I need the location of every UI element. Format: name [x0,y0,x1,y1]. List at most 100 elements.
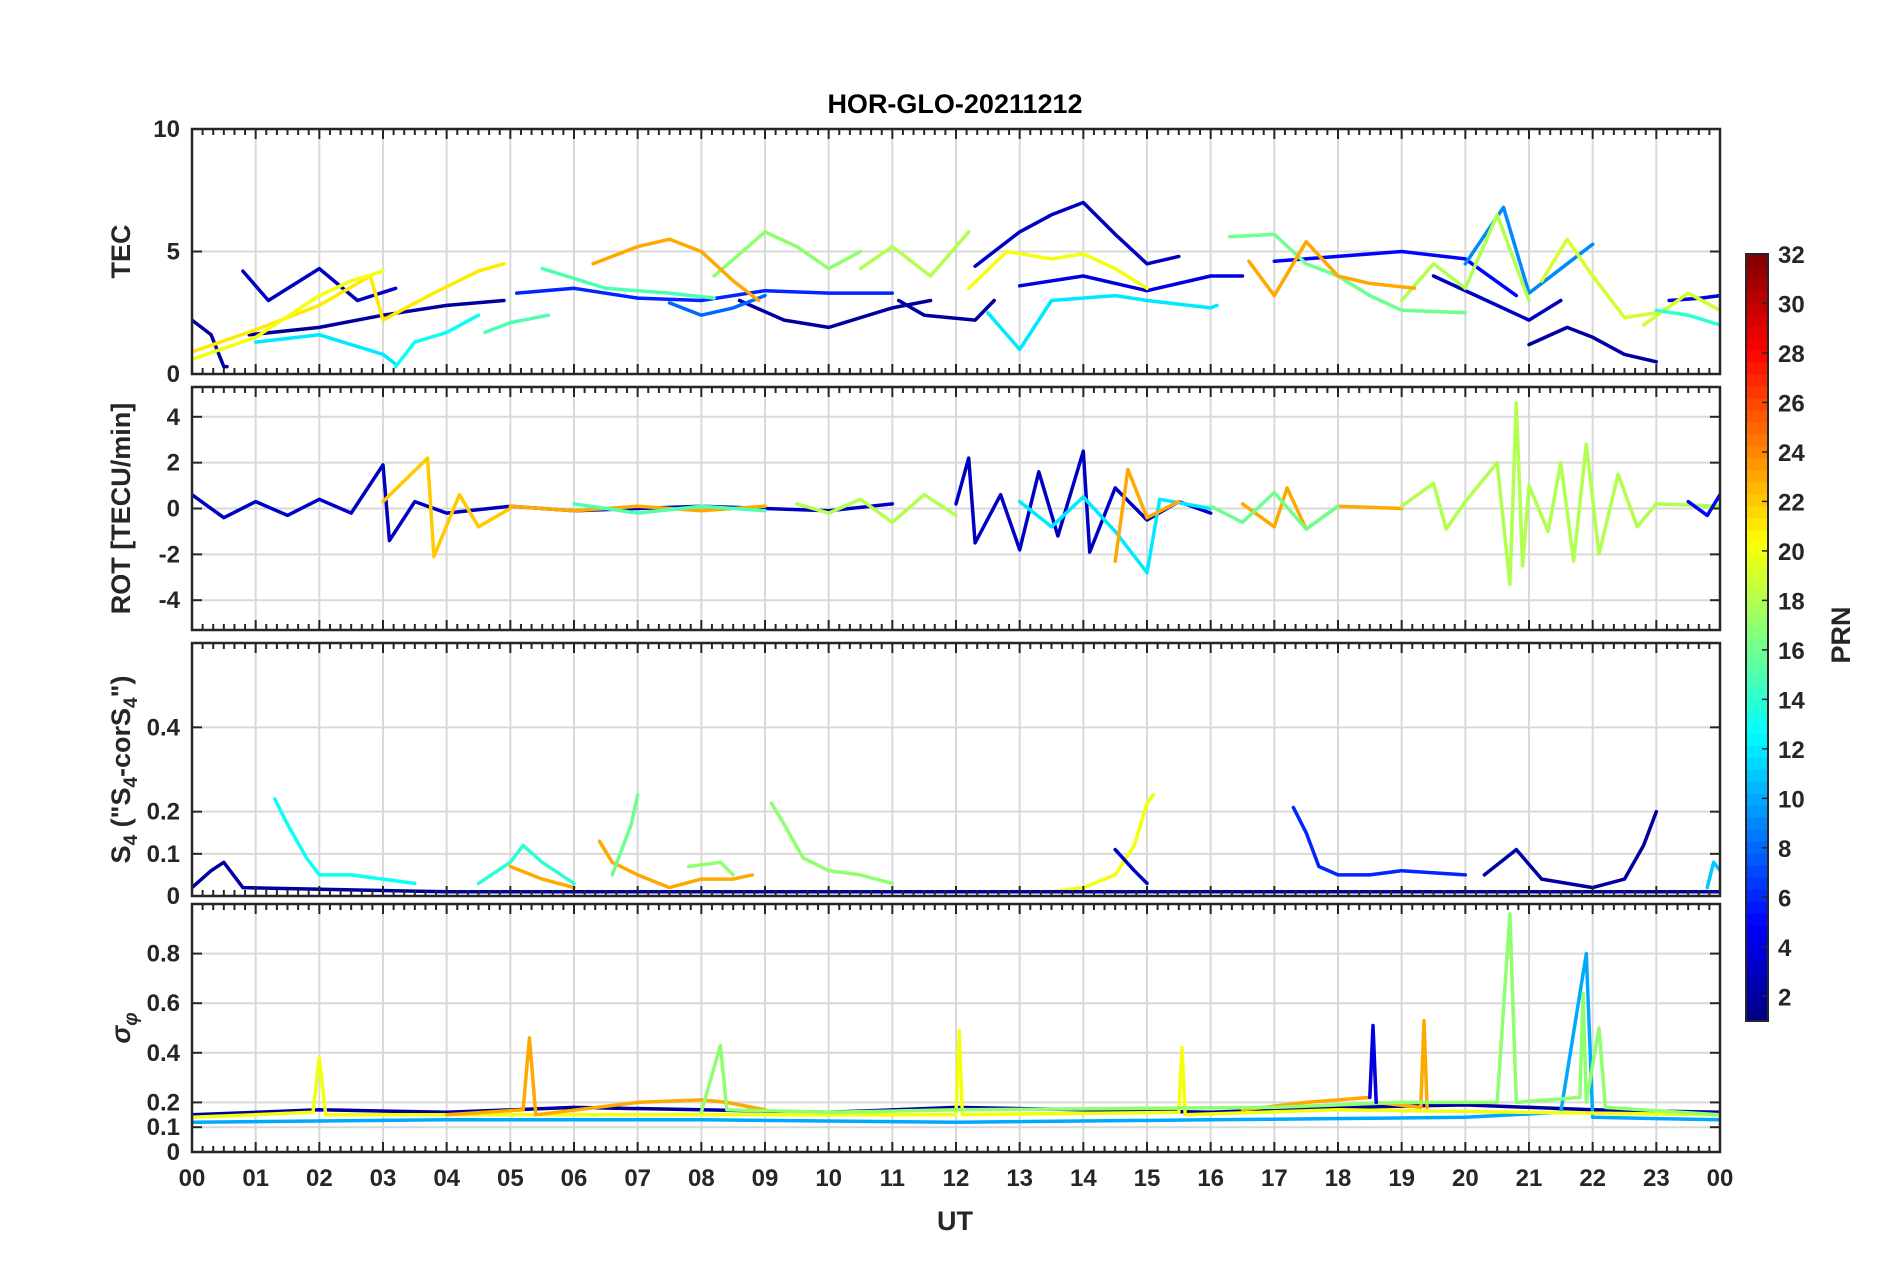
x-tick-label: 05 [497,1165,524,1192]
y-axis-label: TEC [106,225,136,279]
y-tick-label: 10 [153,116,180,143]
colorbar-band [1746,709,1768,722]
colorbar-band [1746,877,1768,890]
series-prn-2 [896,298,996,322]
colorbar-band [1746,805,1768,818]
panel-frame [190,641,1722,898]
series-prn-17 [686,860,735,877]
series-prn-16 [1228,232,1468,315]
colorbar-band [1746,517,1768,531]
colorbar-band [1746,721,1768,734]
colorbar-band [1746,337,1768,351]
y-tick-label: 0.8 [147,941,180,968]
series-prn-23 [1240,1018,1429,1112]
y-tick-label: 2 [167,450,180,477]
colorbar-tick-label: 14 [1778,687,1805,714]
series-prn-17 [769,801,895,886]
colorbar-band [1746,361,1768,375]
x-tick-label: 20 [1452,1165,1479,1192]
colorbar-tick-label: 22 [1778,489,1805,516]
colorbar-band [1746,697,1768,711]
colorbar-band [1746,289,1768,303]
colorbar-band [1746,829,1768,842]
colorbar-band [1746,421,1768,435]
colorbar-band [1746,649,1768,663]
series-prn-21 [192,262,506,354]
colorbar-band [1746,625,1768,639]
y-axis-label: σφ [106,1012,142,1043]
series-prn-4 [1017,274,1245,293]
colorbar-band [1746,493,1768,507]
series-prn-23 [1113,467,1181,563]
colorbar-band [1746,265,1768,279]
x-tick-label: 07 [624,1165,651,1192]
series-prn-19 [1539,237,1659,320]
panel-sigma_phi: 00.10.2 0.4 0.6 0.8 σφ [106,902,1722,1166]
series-prn-23 [444,1036,767,1117]
x-tick-label: 00 [179,1165,206,1192]
y-tick-label: 5 [167,239,180,266]
series-prn-2 [1527,325,1659,364]
y-tick-label: 0.4 [147,714,181,741]
panel-frame [190,902,1722,1154]
x-tick-label: 18 [1325,1165,1352,1192]
x-tick-label: 04 [433,1165,460,1192]
series-prn-20 [1049,793,1156,894]
series-prn-3 [1431,274,1563,322]
series-prn-18 [795,492,958,525]
colorbar-tick-label: 12 [1778,737,1805,764]
colorbar-band [1746,254,1768,267]
colorbar-tick-label: 10 [1778,786,1805,813]
series-prn-14 [476,843,576,886]
colorbar-band [1746,313,1768,327]
colorbar-tick-label: 26 [1778,390,1805,417]
y-tick-label: 4 [167,404,181,431]
series-prn-12 [1017,495,1213,575]
y-tick-label: 0.1 [147,1114,180,1141]
series-prn-2 [1482,809,1659,890]
series-group [192,912,1720,1124]
y-tick-label: -2 [159,541,180,568]
colorbar-band [1746,1009,1768,1022]
x-tick-label: 02 [306,1165,333,1192]
series-prn-20 [192,1028,1720,1120]
x-tick-label: 15 [1134,1165,1161,1192]
x-tick-label: 12 [943,1165,970,1192]
colorbar-band [1746,589,1768,603]
y-tick-label: 0.1 [147,841,180,868]
panel-s4: 0 0.1 0.2 0.4S4​ ("S4​-corS4​") [106,641,1722,910]
series-prn-10 [192,951,1720,1124]
series-prn-23 [1240,486,1404,531]
colorbar-band [1746,553,1768,567]
x-tick-label: 00 [1707,1165,1734,1192]
series-prn-22 [381,456,513,559]
colorbar-band [1746,865,1768,878]
colorbar-band [1746,673,1768,687]
colorbar-band [1746,661,1768,675]
colorbar-tick-label: 8 [1778,836,1791,863]
series-prn-12 [253,333,398,366]
chart-title: HOR-GLO-20211212 [827,89,1082,119]
colorbar-band [1746,505,1768,519]
series-prn-23 [1247,239,1417,298]
series-prn-20 [966,249,1149,291]
series-prn-19 [1641,291,1720,327]
colorbar-band [1746,373,1768,387]
colorbar-band [1746,349,1768,363]
series-prn-13 [273,797,417,886]
x-tick-label: 11 [880,1165,905,1192]
colorbar-band [1746,961,1768,974]
y-axis-label: S4​ ("S4​-corS4​") [106,676,142,864]
colorbar-tick-label: 24 [1778,440,1805,467]
series-prn-8 [667,293,767,317]
x-axis-label: UT [937,1206,973,1236]
colorbar-band [1746,781,1768,794]
colorbar-band [1746,853,1768,866]
colorbar-band [1746,913,1768,926]
x-tick-label: 13 [1006,1165,1033,1192]
series-prn-23 [508,864,576,890]
x-tick-label: 10 [815,1165,842,1192]
colorbar-band [1746,397,1768,411]
colorbar-band [1746,433,1768,447]
y-tick-label: -4 [159,587,181,614]
